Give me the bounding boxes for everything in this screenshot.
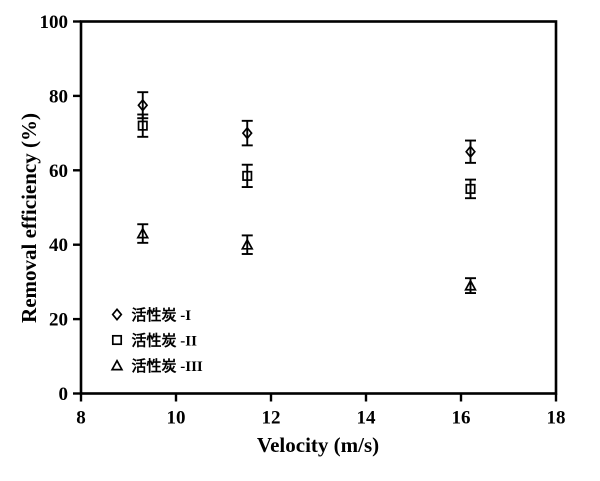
x-tick-label: 18 xyxy=(547,408,566,429)
y-tick-label: 0 xyxy=(59,384,69,405)
marker-diamond-icon xyxy=(137,98,149,112)
legend-label: 活性炭 -I xyxy=(132,306,192,324)
error-bar xyxy=(241,119,253,147)
y-axis-title: Removal efficiency (%) xyxy=(17,113,41,323)
y-tick-label: 40 xyxy=(49,235,68,256)
x-tick-label: 14 xyxy=(357,408,377,429)
legend-label: 活性炭 -II xyxy=(132,332,198,350)
legend-item: 活性炭 -II xyxy=(111,332,198,350)
legend-item: 活性炭 -I xyxy=(111,306,192,324)
x-tick-label: 16 xyxy=(452,408,471,429)
error-bar xyxy=(241,163,253,188)
x-axis-title: Velocity (m/s) xyxy=(257,433,379,457)
marker-triangle-icon xyxy=(136,226,150,239)
marker-diamond-icon xyxy=(465,145,476,159)
error-bar xyxy=(465,139,476,164)
error-bar xyxy=(137,113,149,138)
marker-diamond-icon xyxy=(111,307,123,322)
marker-square-icon xyxy=(465,183,476,194)
y-tick-label: 20 xyxy=(49,310,68,331)
x-tick-label: 8 xyxy=(76,408,86,429)
legend-item: 活性炭 -III xyxy=(110,357,203,375)
x-tick-label: 10 xyxy=(167,408,186,429)
plot-area: 0 20 40 60 80 100 8 10 12 14 16 18 活性炭 -I 活性炭 -II 活性炭 … xyxy=(40,12,566,429)
y-tick-label: 80 xyxy=(49,86,68,107)
marker-diamond-icon xyxy=(241,126,253,140)
legend-label: 活性炭 -III xyxy=(132,357,203,375)
y-tick-label: 100 xyxy=(40,12,69,33)
marker-square-icon xyxy=(242,170,253,181)
plot-frame xyxy=(79,20,558,395)
error-bar xyxy=(465,178,476,200)
y-tick-label: 60 xyxy=(49,161,68,182)
marker-triangle-icon xyxy=(240,238,254,250)
x-tick-label: 12 xyxy=(262,408,281,429)
marker-square-icon xyxy=(137,120,148,131)
marker-square-icon xyxy=(111,334,123,346)
marker-triangle-icon xyxy=(464,279,477,291)
marker-triangle-icon xyxy=(110,358,124,371)
